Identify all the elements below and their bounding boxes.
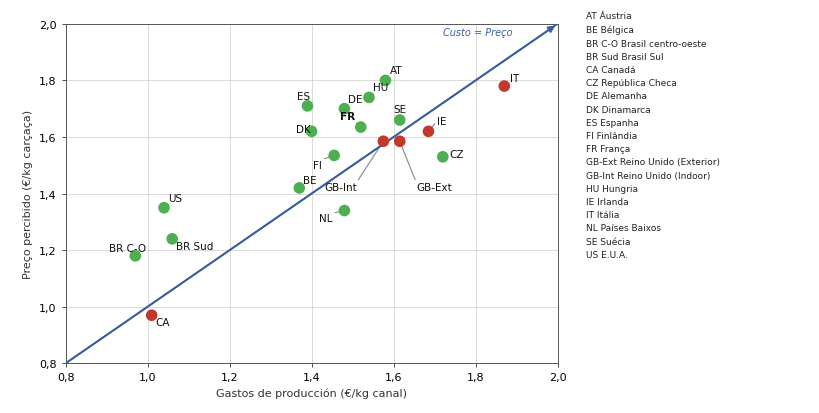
Point — [392, 139, 405, 145]
Point — [378, 78, 391, 85]
Point — [376, 139, 390, 145]
Text: DK: DK — [296, 124, 310, 134]
Text: AT Áustria
BE Bélgica
BR C-O Brasil centro-oeste
BR Sud Brasil Sul
CA Canadá
CZ : AT Áustria BE Bélgica BR C-O Brasil cent… — [586, 12, 719, 259]
Point — [157, 205, 170, 211]
Y-axis label: Preço percibido (€/kg carçaça): Preço percibido (€/kg carçaça) — [24, 110, 34, 278]
Text: Custo = Preço: Custo = Preço — [442, 28, 512, 38]
Point — [354, 124, 367, 131]
Text: FR: FR — [339, 112, 354, 122]
Point — [436, 154, 449, 161]
Point — [328, 153, 341, 159]
Point — [301, 103, 314, 110]
Text: SE: SE — [392, 105, 406, 115]
Point — [392, 117, 405, 124]
Text: GB-Ext: GB-Ext — [416, 183, 451, 193]
Text: AT: AT — [389, 66, 401, 76]
Text: NL: NL — [319, 214, 332, 224]
Point — [421, 129, 434, 135]
Point — [337, 106, 351, 113]
Text: BR Sud: BR Sud — [176, 241, 214, 251]
Point — [305, 129, 318, 135]
Point — [145, 312, 158, 319]
Text: CA: CA — [156, 317, 170, 328]
Point — [362, 95, 375, 102]
Point — [337, 208, 351, 214]
Text: IT: IT — [509, 74, 519, 84]
Point — [292, 185, 305, 192]
Text: GB-Int: GB-Int — [324, 183, 356, 193]
Text: HU: HU — [373, 83, 388, 93]
Text: ES: ES — [296, 92, 310, 102]
Text: BR C-O: BR C-O — [108, 243, 146, 254]
Text: DE: DE — [348, 95, 363, 104]
Point — [129, 253, 142, 259]
Text: FI: FI — [313, 160, 321, 170]
Point — [165, 236, 179, 242]
Point — [497, 83, 510, 90]
Text: CZ: CZ — [448, 150, 463, 160]
Text: IE: IE — [437, 117, 446, 127]
Text: BE: BE — [303, 176, 317, 186]
X-axis label: Gastos de producción (€/kg canal): Gastos de producción (€/kg canal) — [216, 388, 406, 399]
Text: US: US — [168, 193, 182, 203]
